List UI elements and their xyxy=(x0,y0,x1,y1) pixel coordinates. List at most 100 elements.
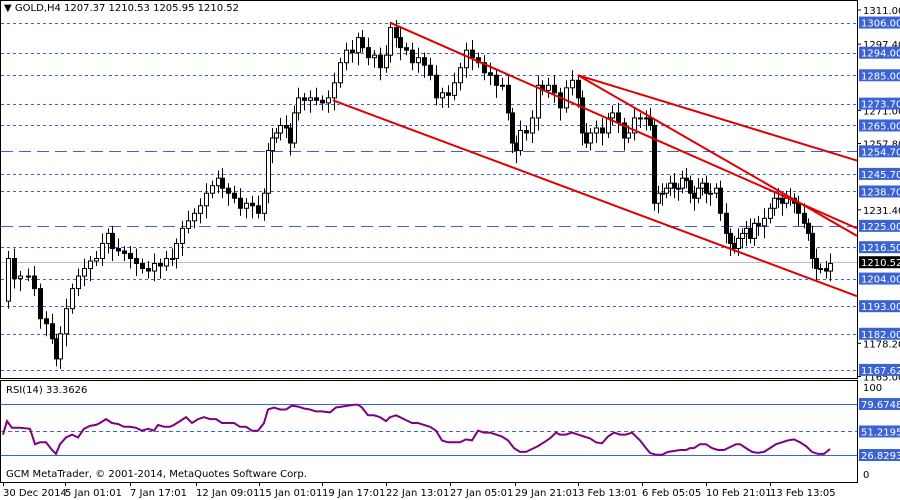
price-level-badge xyxy=(859,69,900,82)
candle xyxy=(672,173,677,199)
candle-body xyxy=(384,54,389,69)
price-level-badge-text: 1254.70 xyxy=(861,147,900,158)
candle-body xyxy=(796,202,801,214)
price-tick-label: 1311.00 xyxy=(863,6,900,17)
candle-body xyxy=(676,187,681,190)
candle xyxy=(536,75,541,131)
candle xyxy=(552,75,557,103)
candle-body xyxy=(680,177,685,189)
candle-body xyxy=(740,232,745,239)
candle xyxy=(250,195,255,219)
candle xyxy=(570,70,575,96)
candle-body xyxy=(292,112,297,144)
candle xyxy=(378,47,383,81)
candle xyxy=(600,117,605,146)
candle xyxy=(580,90,585,146)
candle xyxy=(320,95,325,111)
candle-body xyxy=(88,260,93,270)
candle-body xyxy=(802,212,807,224)
candle xyxy=(434,65,439,106)
candle xyxy=(518,120,523,156)
candle-body xyxy=(350,49,355,54)
candle xyxy=(740,228,745,249)
candle-body xyxy=(174,242,179,259)
main-chart-frame xyxy=(0,0,858,379)
candle xyxy=(648,107,653,131)
candle xyxy=(18,271,23,292)
candle xyxy=(728,228,733,256)
candle xyxy=(100,233,105,267)
candle xyxy=(204,183,209,219)
candle xyxy=(708,183,713,206)
candle xyxy=(684,168,689,189)
candle xyxy=(584,122,589,149)
candle-body xyxy=(780,197,785,204)
rsi-level-badge-text: 79.6748 xyxy=(861,400,900,411)
candle-body xyxy=(220,177,225,189)
candle xyxy=(540,80,545,96)
candle-body xyxy=(814,257,819,270)
trend-line-inner-upper[interactable] xyxy=(577,74,858,162)
price-level-badge xyxy=(859,97,900,110)
candle-body xyxy=(714,187,719,194)
candle xyxy=(244,198,249,219)
price-tick-label: 1257.80 xyxy=(863,140,900,151)
candle xyxy=(44,311,49,337)
candle xyxy=(416,47,421,73)
time-tick-label: 6 Feb 05:05 xyxy=(642,488,701,499)
candle-body xyxy=(588,132,593,144)
candle-body xyxy=(524,129,529,134)
candle-body xyxy=(638,117,643,120)
candle xyxy=(128,245,133,269)
candle-body xyxy=(768,207,773,219)
candle-body xyxy=(302,97,307,101)
rsi-level-badge xyxy=(859,425,900,438)
rsi-panel-frame xyxy=(0,380,858,483)
candle xyxy=(610,105,615,126)
candle-body xyxy=(146,268,151,272)
candle-body xyxy=(660,192,665,195)
candle xyxy=(762,208,767,239)
candle xyxy=(274,127,279,144)
candle xyxy=(384,45,389,73)
candle xyxy=(576,75,581,108)
candle xyxy=(122,245,127,261)
candle-body xyxy=(58,333,63,360)
collapse-triangle-icon[interactable]: ▼ xyxy=(4,3,12,14)
candle-body xyxy=(216,177,221,187)
candle xyxy=(768,203,773,224)
price-tick-label: 1271.00 xyxy=(863,106,900,117)
candle xyxy=(82,258,87,287)
candle-body xyxy=(238,197,243,209)
candle-body xyxy=(210,185,215,194)
candle-body xyxy=(250,202,255,207)
candle-body xyxy=(244,202,249,209)
candle xyxy=(174,238,179,269)
trend-line-channel-lower[interactable] xyxy=(332,99,858,298)
candle xyxy=(270,127,275,164)
candle-body xyxy=(776,197,781,200)
price-level-badge xyxy=(859,327,900,340)
candle-body xyxy=(570,79,575,89)
price-level-badge xyxy=(859,119,900,132)
candle-body xyxy=(688,180,693,194)
candle xyxy=(106,228,111,254)
candle xyxy=(756,215,761,236)
candle-body xyxy=(296,97,301,114)
candle xyxy=(186,210,191,234)
trend-line-channel-upper[interactable] xyxy=(389,21,858,230)
candle-body xyxy=(728,232,733,244)
candle-body xyxy=(500,84,505,87)
candle xyxy=(470,40,475,71)
candle-body xyxy=(648,117,653,126)
candle-body xyxy=(744,227,749,234)
candle xyxy=(546,77,551,98)
candle-body xyxy=(506,84,511,114)
rsi-scale-max: 100 xyxy=(863,383,882,394)
candle-body xyxy=(164,257,169,267)
candle xyxy=(76,268,81,297)
trend-line-inner-steep[interactable] xyxy=(577,74,858,237)
candle-body xyxy=(494,74,499,86)
candle-body xyxy=(664,187,669,194)
